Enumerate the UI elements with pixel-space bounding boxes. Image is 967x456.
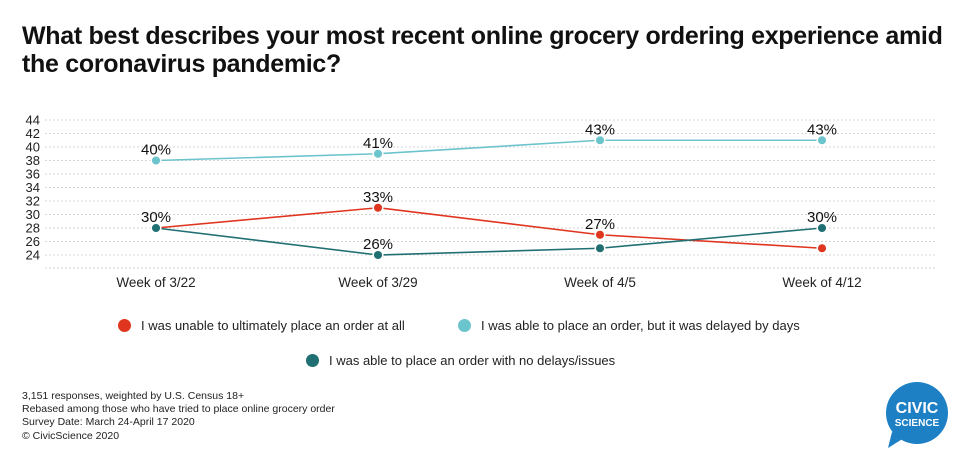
data-label: 30% (141, 209, 171, 226)
series-line (155, 139, 822, 162)
series-line (155, 227, 823, 256)
data-label: 26% (363, 236, 393, 253)
footnote-rebased: Rebased among those who have tried to pl… (22, 403, 335, 416)
series-line (155, 206, 823, 250)
y-tick-label: 30 (26, 207, 40, 222)
logo-speech-tail (888, 432, 904, 448)
y-tick-label: 34 (26, 180, 40, 195)
y-tick-label: 24 (26, 248, 40, 263)
data-point (150, 154, 162, 167)
data-point (372, 202, 384, 214)
footnote-responses: 3,151 responses, weighted by U.S. Census… (22, 390, 245, 402)
logo-circle (886, 382, 948, 444)
y-tick-label: 32 (26, 194, 40, 209)
data-point (594, 229, 606, 241)
legend-swatch-unable (118, 319, 131, 332)
data-label: 41% (363, 135, 393, 152)
y-tick-label: 44 (26, 113, 40, 128)
y-tick-label: 38 (26, 153, 40, 168)
legend-item-unable: I was unable to ultimately place an orde… (118, 318, 405, 333)
footnotes: 3,151 responses, weighted by U.S. Census… (22, 390, 335, 443)
y-tick-label: 28 (26, 221, 40, 236)
x-tick-label: Week of 4/5 (564, 275, 636, 290)
data-point (594, 134, 606, 146)
legend-swatch-no-delays (306, 354, 319, 367)
legend-label-no-delays: I was able to place an order with no del… (329, 353, 616, 368)
legend-item-no-delays: I was able to place an order with no del… (306, 353, 615, 368)
data-label: 27% (585, 216, 615, 233)
data-point (372, 249, 384, 261)
data-point (150, 222, 162, 234)
y-tick-label: 42 (26, 126, 40, 141)
footnote-copyright: © CivicScience 2020 (22, 429, 120, 442)
x-tick-label: Week of 4/12 (782, 275, 861, 290)
footnote-survey-date: Survey Date: March 24-April 17 2020 (22, 416, 195, 429)
y-tick-label: 26 (26, 234, 40, 249)
legend-label-delayed: I was able to place an order, but it was… (481, 318, 800, 333)
data-point (816, 134, 828, 146)
civicscience-logo: CIVIC SCIENCE (886, 382, 948, 448)
data-label: 43% (807, 121, 837, 138)
data-label: 40% (141, 142, 171, 159)
chart-title: What best describes your most recent onl… (22, 22, 943, 78)
x-tick-label: Week of 3/29 (338, 275, 417, 290)
data-point (816, 222, 828, 234)
logo-text-science: SCIENCE (895, 418, 940, 429)
data-label: 30% (807, 209, 837, 226)
data-label: 33% (363, 189, 393, 206)
data-label: 43% (585, 121, 615, 138)
data-point (594, 242, 606, 254)
x-tick-label: Week of 3/22 (116, 275, 195, 290)
data-point (372, 148, 384, 160)
logo-text-civic: CIVIC (896, 400, 939, 417)
data-point (816, 242, 828, 254)
y-tick-label: 36 (26, 167, 40, 182)
legend-label-unable: I was unable to ultimately place an orde… (141, 318, 405, 333)
legend-item-delayed: I was able to place an order, but it was… (458, 318, 800, 333)
legend-swatch-delayed (458, 319, 471, 332)
y-tick-label: 40 (26, 140, 40, 155)
